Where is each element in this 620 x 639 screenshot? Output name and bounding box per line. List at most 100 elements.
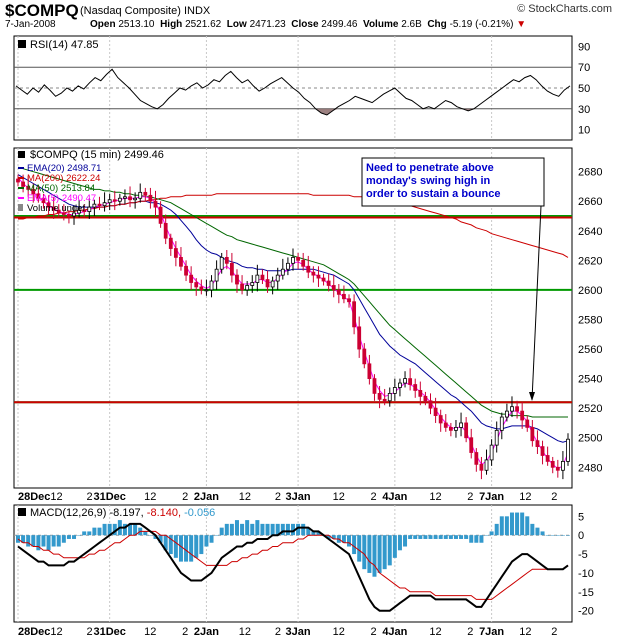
macd-histogram-bar — [392, 535, 397, 558]
price-tick-label: 2500 — [578, 433, 602, 445]
candle-body — [342, 293, 346, 300]
candle-body — [199, 286, 204, 291]
macd-histogram-bar — [66, 535, 71, 539]
x-tick-label-bottom: 2 — [86, 626, 92, 638]
macd-histogram-bar — [403, 535, 408, 547]
macd-histogram-bar — [509, 512, 514, 536]
macd-histogram-bar — [296, 523, 301, 536]
candle-body — [545, 455, 550, 462]
candle-body — [219, 256, 224, 270]
macd-histogram-bar — [316, 531, 321, 536]
candle-body — [311, 271, 316, 276]
macd-histogram-bar — [102, 523, 107, 536]
candle-body — [336, 289, 341, 295]
macd-histogram-bar — [550, 535, 555, 536]
price-tick-label: 2480 — [578, 462, 602, 474]
macd-tick-label: -15 — [578, 587, 594, 599]
macd-histogram-bar — [158, 535, 163, 543]
candle-body — [352, 301, 357, 328]
legend-swatch-volume — [18, 204, 23, 211]
macd-histogram-bar — [530, 523, 535, 536]
candle-body — [260, 274, 265, 280]
x-tick-label-top: 7Jan — [479, 491, 504, 503]
candle-body — [408, 378, 413, 385]
macd-histogram-bar — [423, 535, 428, 539]
macd-histogram-bar — [291, 523, 295, 536]
x-tick-label-top: 28Dec — [18, 491, 50, 503]
macd-histogram-bar — [413, 535, 418, 539]
candle-body — [428, 400, 433, 409]
macd-histogram-bar — [250, 523, 255, 536]
candle-body — [117, 197, 122, 202]
price-panel-frame — [13, 147, 573, 489]
candle-body — [515, 406, 519, 412]
macd-histogram-bar — [479, 535, 484, 543]
macd-histogram-bar — [362, 535, 367, 570]
macd-histogram-bar — [418, 535, 423, 539]
candle-body — [245, 285, 250, 291]
macd-histogram-bar — [229, 523, 234, 536]
x-tick-label-bottom: 2 — [182, 626, 188, 638]
candle-body — [77, 209, 82, 214]
candle-body — [479, 463, 484, 471]
macd-histogram-bar — [311, 531, 316, 536]
annotation-box — [361, 157, 545, 207]
candle-body — [535, 440, 540, 448]
macd-histogram-bar — [224, 523, 229, 536]
quote-summary: Open 2513.10 High 2521.62 Low 2471.23 Cl… — [90, 19, 527, 30]
candle-body — [204, 289, 209, 292]
macd-histogram-bar — [301, 523, 306, 536]
macd-histogram-bar — [408, 535, 413, 539]
candle-body — [107, 199, 112, 204]
macd-histogram-bar — [560, 535, 565, 536]
candle-body — [21, 181, 25, 187]
candle-body — [398, 382, 402, 388]
candle-body — [41, 197, 46, 204]
candle-body — [189, 274, 194, 283]
candle-body — [316, 274, 321, 279]
macd-histogram-bar — [489, 531, 494, 536]
price-tick-label: 2600 — [578, 285, 602, 297]
x-tick-label-top: 12 — [333, 491, 345, 503]
x-tick-label-bottom: 12 — [50, 626, 62, 638]
macd-histogram-bar — [128, 523, 133, 536]
x-tick-label-bottom: 12 — [333, 626, 345, 638]
annotation-text-line: order to sustain a bounce — [366, 188, 500, 200]
candle-body — [504, 410, 509, 418]
candle-body — [209, 280, 214, 291]
candle-body — [61, 212, 66, 215]
candle-body — [362, 348, 367, 365]
rsi-tick-label: 50 — [578, 83, 590, 95]
price-tick-label: 2680 — [578, 167, 602, 179]
x-tick-label-top: 12 — [429, 491, 441, 503]
macd-histogram-bar — [46, 535, 51, 551]
candle-body — [494, 429, 499, 446]
candle-body — [286, 262, 290, 270]
candle-body — [270, 280, 275, 288]
macd-signal-line — [17, 530, 569, 600]
macd-histogram-bar — [31, 535, 36, 547]
macd-histogram-bar — [240, 523, 245, 536]
macd-histogram-bar — [82, 531, 87, 536]
rsi-tick-label: 10 — [578, 125, 590, 137]
macd-histogram-bar — [469, 535, 474, 543]
macd-histogram-bar — [377, 535, 382, 573]
x-tick-label-bottom: 12 — [429, 626, 441, 638]
macd-histogram-bar — [214, 535, 219, 536]
macd-histogram-bar — [484, 535, 489, 536]
candle-body — [56, 209, 61, 214]
legend-entry-0: EMA(20) 2498.71 — [27, 163, 101, 174]
annotation-pointer — [531, 205, 542, 401]
macd-histogram-bar — [367, 535, 372, 573]
x-tick-label-top: 2 — [275, 491, 281, 503]
candle-body — [224, 256, 229, 264]
price-tick-label: 2560 — [578, 344, 602, 356]
macd-histogram-bar — [438, 535, 443, 539]
candle-body — [484, 459, 489, 471]
macd-histogram-bar — [133, 523, 138, 536]
macd-histogram-bar — [397, 535, 402, 551]
candle-body — [158, 206, 163, 224]
macd-line — [17, 522, 569, 612]
annotation-text-line: Need to penetrate above — [366, 162, 494, 174]
candle-body — [51, 206, 56, 211]
